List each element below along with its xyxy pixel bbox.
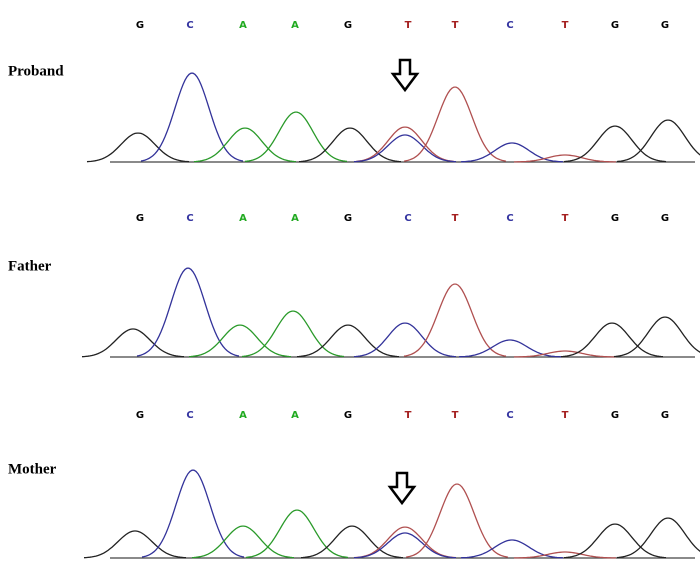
trace-peak bbox=[514, 350, 616, 358]
trace-peak bbox=[241, 310, 345, 358]
trace-peak bbox=[613, 316, 700, 358]
base-call: T bbox=[452, 213, 459, 224]
chromatogram-panel: Mother G C A A G T T C T G G bbox=[8, 410, 700, 559]
base-call: G bbox=[661, 213, 669, 224]
base-call: T bbox=[405, 20, 412, 31]
base-call: G bbox=[611, 213, 619, 224]
base-call: G bbox=[611, 410, 619, 421]
trace-peak bbox=[460, 539, 564, 559]
base-call: C bbox=[404, 213, 411, 224]
trace-peak bbox=[514, 551, 616, 559]
trace-peak bbox=[140, 72, 244, 162]
trace-peak bbox=[616, 517, 700, 559]
base-call: C bbox=[186, 213, 193, 224]
arrow-shape bbox=[390, 58, 420, 93]
base-call: A bbox=[239, 20, 247, 31]
trace-peak bbox=[403, 283, 507, 357]
sample-label: Proband bbox=[8, 63, 64, 79]
base-call: C bbox=[186, 20, 193, 31]
base-call: G bbox=[611, 20, 619, 31]
base-call: G bbox=[136, 20, 144, 31]
base-call: G bbox=[136, 213, 144, 224]
trace-peak bbox=[563, 523, 667, 559]
base-call: C bbox=[506, 213, 513, 224]
trace-peak bbox=[563, 125, 667, 163]
chromatogram-panel: Father G C A A G C T C T G G bbox=[8, 213, 700, 358]
trace-peak bbox=[83, 530, 187, 559]
base-call: A bbox=[239, 213, 247, 224]
base-call: T bbox=[452, 410, 459, 421]
base-call: A bbox=[291, 20, 299, 31]
base-call: G bbox=[344, 213, 352, 224]
trace-peak bbox=[616, 119, 700, 163]
base-call: G bbox=[136, 410, 144, 421]
trace-peak bbox=[353, 532, 457, 559]
trace-peak bbox=[405, 483, 509, 558]
trace-peak bbox=[560, 322, 664, 358]
trace-peak bbox=[460, 142, 564, 163]
base-call: T bbox=[562, 20, 569, 31]
trace-peak bbox=[296, 324, 400, 358]
base-call: T bbox=[405, 410, 412, 421]
arrow bbox=[390, 58, 420, 93]
base-call: G bbox=[661, 410, 669, 421]
base-call: C bbox=[506, 20, 513, 31]
trace-peak bbox=[191, 525, 295, 559]
trace-peak bbox=[86, 132, 190, 163]
trace-peak bbox=[141, 469, 245, 558]
trace-peak bbox=[298, 127, 402, 163]
trace-peak bbox=[188, 324, 292, 358]
trace-peak bbox=[193, 127, 297, 163]
trace-peak bbox=[245, 509, 349, 559]
trace-peak bbox=[300, 525, 404, 559]
trace-peak bbox=[244, 111, 348, 163]
base-call: A bbox=[291, 410, 299, 421]
base-call: T bbox=[562, 410, 569, 421]
base-call: C bbox=[506, 410, 513, 421]
trace-peak bbox=[353, 126, 457, 163]
trace-peak bbox=[81, 328, 185, 358]
base-call: C bbox=[186, 410, 193, 421]
arrow bbox=[387, 471, 417, 506]
sample-label: Mother bbox=[8, 461, 57, 477]
trace-peak bbox=[136, 267, 240, 357]
base-call: G bbox=[661, 20, 669, 31]
arrow-shape bbox=[387, 471, 417, 506]
trace-peak bbox=[514, 154, 616, 163]
base-call: G bbox=[344, 20, 352, 31]
base-call: A bbox=[239, 410, 247, 421]
trace-peak bbox=[353, 526, 457, 559]
base-call: T bbox=[452, 20, 459, 31]
trace-peak bbox=[353, 134, 457, 163]
base-call: T bbox=[562, 213, 569, 224]
sample-label: Father bbox=[8, 258, 52, 274]
trace-peak bbox=[403, 86, 507, 162]
base-call: A bbox=[291, 213, 299, 224]
chromatogram-panel: Proband G C A A G T T C T G G bbox=[8, 20, 700, 163]
trace-peak bbox=[353, 322, 457, 358]
base-call: G bbox=[344, 410, 352, 421]
